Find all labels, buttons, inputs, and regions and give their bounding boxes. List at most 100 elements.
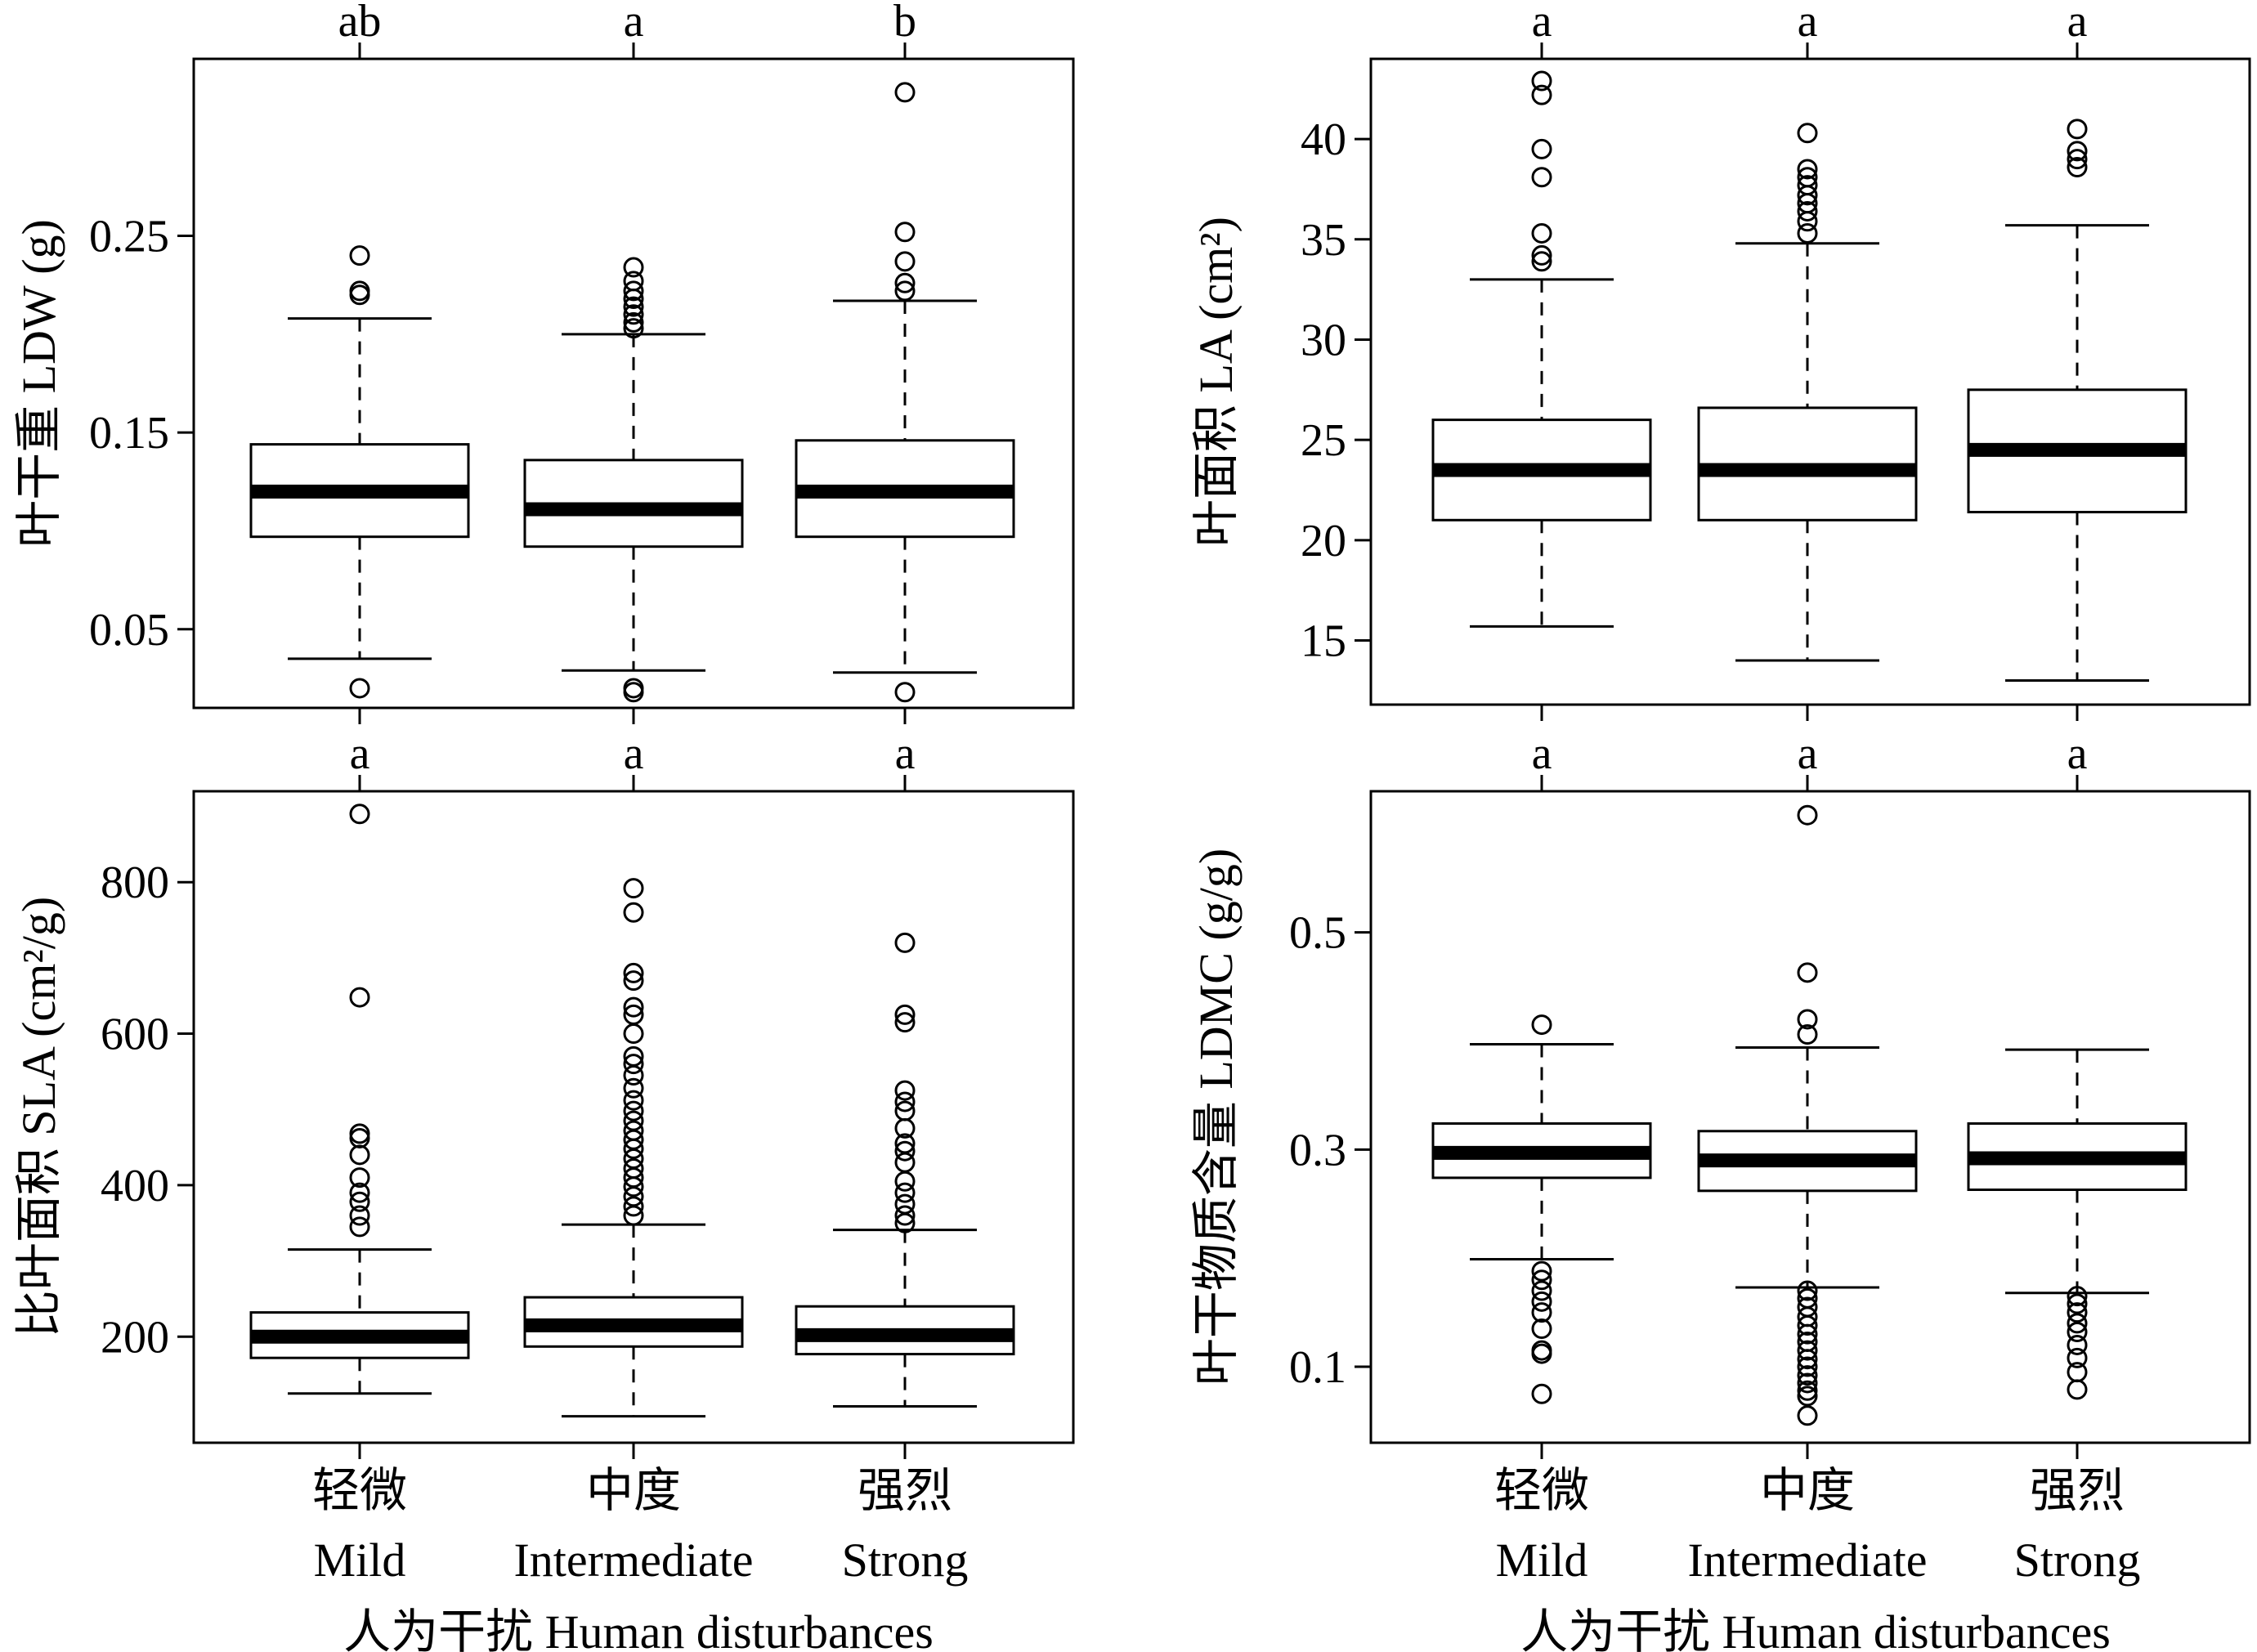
outlier-point bbox=[2067, 1286, 2088, 1307]
x-category-label-cn: 轻微 bbox=[312, 1464, 407, 1517]
outlier-point bbox=[1531, 1280, 1552, 1301]
outlier-point bbox=[894, 1182, 916, 1203]
outlier-point bbox=[1797, 1340, 1818, 1361]
significance-letter: a bbox=[2067, 0, 2088, 47]
outlier-point bbox=[894, 1012, 916, 1033]
outlier-point bbox=[623, 1077, 644, 1099]
panel-sla: 200 400 600 800 比叶面积 SLA (cm²/g) a a a bbox=[12, 728, 1075, 1459]
box-intermediate bbox=[1697, 804, 1918, 1426]
outlier-point bbox=[1531, 1318, 1552, 1340]
outlier-point bbox=[349, 678, 370, 699]
outlier-point bbox=[349, 1182, 370, 1203]
outlier-point bbox=[894, 82, 916, 103]
outlier-point bbox=[349, 1216, 370, 1238]
y-tick-label: 40 bbox=[1301, 114, 1346, 165]
outlier-point bbox=[2067, 1362, 2088, 1383]
outlier-point bbox=[894, 222, 916, 243]
outlier-point bbox=[623, 257, 644, 278]
outlier-point bbox=[894, 280, 916, 302]
box-mild bbox=[1431, 70, 1652, 628]
outlier-point bbox=[623, 878, 644, 899]
outlier-point bbox=[1797, 175, 1818, 196]
outlier-point bbox=[1797, 1331, 1818, 1352]
outlier-point bbox=[1531, 84, 1552, 105]
y-tick-label: 20 bbox=[1301, 516, 1346, 566]
panel-ldmc: 0.1 0.3 0.5 叶干物质含量 LDMC (g/g) a a a bbox=[1189, 728, 2251, 1459]
outlier-point bbox=[349, 1123, 370, 1144]
box-mild bbox=[249, 245, 470, 699]
y-axis-title: 叶干重 LDW (g) bbox=[12, 219, 65, 548]
box-mild bbox=[249, 804, 470, 1395]
outlier-point bbox=[1797, 1024, 1818, 1045]
y-tick-label: 0.3 bbox=[1289, 1125, 1346, 1175]
x-category-label-en: Intermediate bbox=[1687, 1533, 1927, 1587]
outlier-point bbox=[623, 1158, 644, 1180]
y-tick-label: 0.5 bbox=[1289, 908, 1346, 959]
outlier-point bbox=[2067, 1347, 2088, 1368]
outlier-point bbox=[894, 1133, 916, 1154]
y-tick-label: 0.05 bbox=[89, 605, 169, 656]
outlier-point bbox=[2067, 1334, 2088, 1355]
x-axis-category-labels: 轻微 Mild 中度 Intermediate 强烈 Strong 轻微 Mild 中度 Inte… bbox=[312, 1464, 2140, 1587]
outlier-point bbox=[1797, 1380, 1818, 1401]
outlier-point bbox=[1797, 123, 1818, 144]
outlier-point bbox=[1531, 1383, 1552, 1404]
significance-letter: a bbox=[895, 728, 916, 779]
significance-letter: a bbox=[1798, 728, 1818, 779]
significance-letter: a bbox=[624, 728, 644, 779]
outlier-point bbox=[349, 1191, 370, 1212]
x-category-label-cn: 中度 bbox=[586, 1464, 681, 1517]
significance-letter: a bbox=[2067, 728, 2088, 779]
outlier-point bbox=[1531, 138, 1552, 159]
outlier-point bbox=[1797, 1386, 1818, 1407]
y-tick-label: 15 bbox=[1301, 616, 1346, 666]
outlier-point bbox=[894, 1193, 916, 1215]
x-category-label-cn: 轻微 bbox=[1494, 1464, 1589, 1517]
outlier-point bbox=[623, 678, 644, 699]
outlier-point bbox=[2067, 1302, 2088, 1323]
outlier-point bbox=[2067, 1313, 2088, 1334]
outlier-point bbox=[623, 1045, 644, 1067]
outlier-point bbox=[1797, 159, 1818, 180]
outlier-point bbox=[623, 1110, 644, 1131]
outlier-point bbox=[623, 1196, 644, 1217]
outlier-point bbox=[623, 902, 644, 923]
x-category-label-en: Mild bbox=[314, 1533, 406, 1587]
outlier-point bbox=[1531, 251, 1552, 272]
outlier-point bbox=[623, 311, 644, 333]
y-tick-label: 400 bbox=[101, 1161, 169, 1211]
significance-letter: a bbox=[1532, 728, 1552, 779]
outlier-point bbox=[894, 1140, 916, 1162]
box-strong bbox=[1967, 119, 2188, 683]
outlier-point bbox=[2067, 149, 2088, 170]
outlier-point bbox=[2067, 119, 2088, 140]
y-tick-label: 0.1 bbox=[1289, 1342, 1346, 1393]
outlier-point bbox=[894, 1205, 916, 1226]
y-tick-label: 30 bbox=[1301, 315, 1346, 365]
outlier-point bbox=[894, 272, 916, 293]
outlier-point bbox=[1531, 222, 1552, 244]
outlier-point bbox=[349, 987, 370, 1008]
y-tick-label: 600 bbox=[101, 1010, 169, 1060]
outlier-point bbox=[623, 296, 644, 317]
outlier-point bbox=[894, 932, 916, 953]
x-axis-title-right: 人为干扰 Human disturbances bbox=[1520, 1605, 2111, 1652]
outlier-point bbox=[349, 804, 370, 825]
outlier-point bbox=[1797, 1405, 1818, 1426]
outlier-point bbox=[349, 245, 370, 266]
significance-letter: a bbox=[1532, 0, 1552, 47]
outlier-point bbox=[623, 1100, 644, 1121]
outlier-point bbox=[1531, 244, 1552, 266]
y-tick-label: 35 bbox=[1301, 215, 1346, 266]
box-mild bbox=[1431, 1014, 1652, 1404]
y-axis-title: 叶面积 LA (cm²) bbox=[1189, 217, 1243, 547]
outlier-point bbox=[1531, 1260, 1552, 1282]
y-axis-title: 叶干物质含量 LDMC (g/g) bbox=[1189, 848, 1243, 1386]
outlier-point bbox=[894, 1091, 916, 1113]
box-intermediate bbox=[1697, 123, 1918, 662]
outlier-point bbox=[1797, 962, 1818, 983]
outlier-point bbox=[894, 1100, 916, 1121]
outlier-point bbox=[623, 996, 644, 1018]
